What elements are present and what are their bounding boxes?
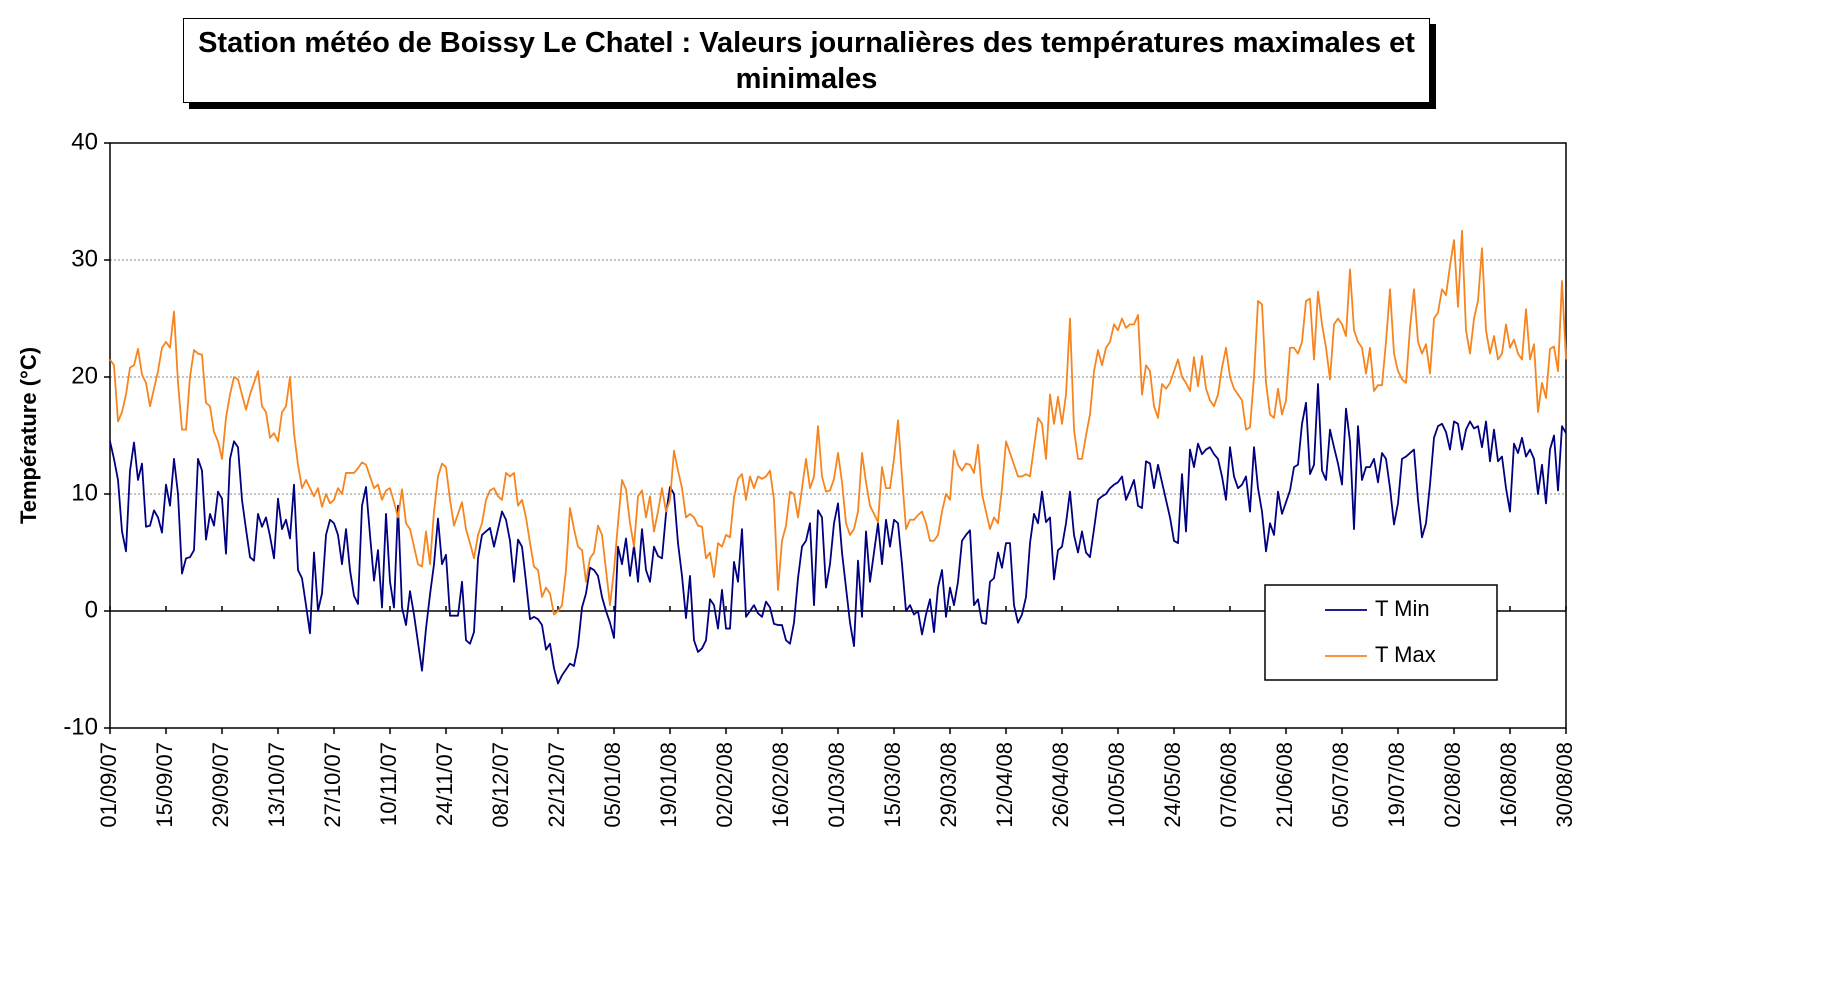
x-tick-label: 15/03/08 [880, 742, 905, 828]
x-tick-label: 02/08/08 [1440, 742, 1465, 828]
y-tick-label: 20 [71, 362, 98, 389]
x-tick-label: 22/12/07 [544, 742, 569, 828]
y-axis-title: Température (°C) [16, 347, 41, 524]
x-tick-label: 01/03/08 [824, 742, 849, 828]
y-tick-label: 30 [71, 245, 98, 272]
x-tick-label: 01/09/07 [96, 742, 121, 828]
x-tick-label: 19/07/08 [1384, 742, 1409, 828]
y-tick-label: -10 [63, 713, 98, 740]
series-line [109, 229, 1567, 616]
x-tick-label: 27/10/07 [320, 742, 345, 828]
y-tick-label: 10 [71, 479, 98, 506]
legend-label: T Min [1375, 596, 1430, 621]
x-tick-label: 05/07/08 [1328, 742, 1353, 828]
x-tick-label: 02/02/08 [712, 742, 737, 828]
x-tick-label: 21/06/08 [1272, 742, 1297, 828]
x-tick-label: 08/12/07 [488, 742, 513, 828]
chart-title: Station météo de Boissy Le Chatel : Vale… [183, 18, 1430, 103]
x-tick-label: 19/01/08 [656, 742, 681, 828]
legend-label: T Max [1375, 642, 1436, 667]
y-tick-label: 0 [85, 596, 98, 623]
x-tick-label: 24/11/07 [432, 742, 457, 826]
legend-box [1264, 584, 1498, 681]
y-tick-label: 40 [71, 128, 98, 155]
series-line [109, 383, 1567, 685]
x-tick-label: 16/08/08 [1496, 742, 1521, 828]
x-tick-label: 12/04/08 [992, 742, 1017, 828]
x-tick-label: 30/08/08 [1552, 742, 1577, 828]
x-tick-label: 05/01/08 [600, 742, 625, 828]
x-tick-label: 29/09/07 [208, 742, 233, 828]
x-tick-label: 10/11/07 [376, 742, 401, 826]
x-tick-label: 07/06/08 [1216, 742, 1241, 828]
x-tick-label: 13/10/07 [264, 742, 289, 828]
x-tick-label: 16/02/08 [768, 742, 793, 828]
x-tick-label: 26/04/08 [1048, 742, 1073, 828]
x-tick-label: 15/09/07 [152, 742, 177, 828]
x-tick-label: 10/05/08 [1104, 742, 1129, 828]
x-tick-label: 29/03/08 [936, 742, 961, 828]
x-tick-label: 24/05/08 [1160, 742, 1185, 828]
